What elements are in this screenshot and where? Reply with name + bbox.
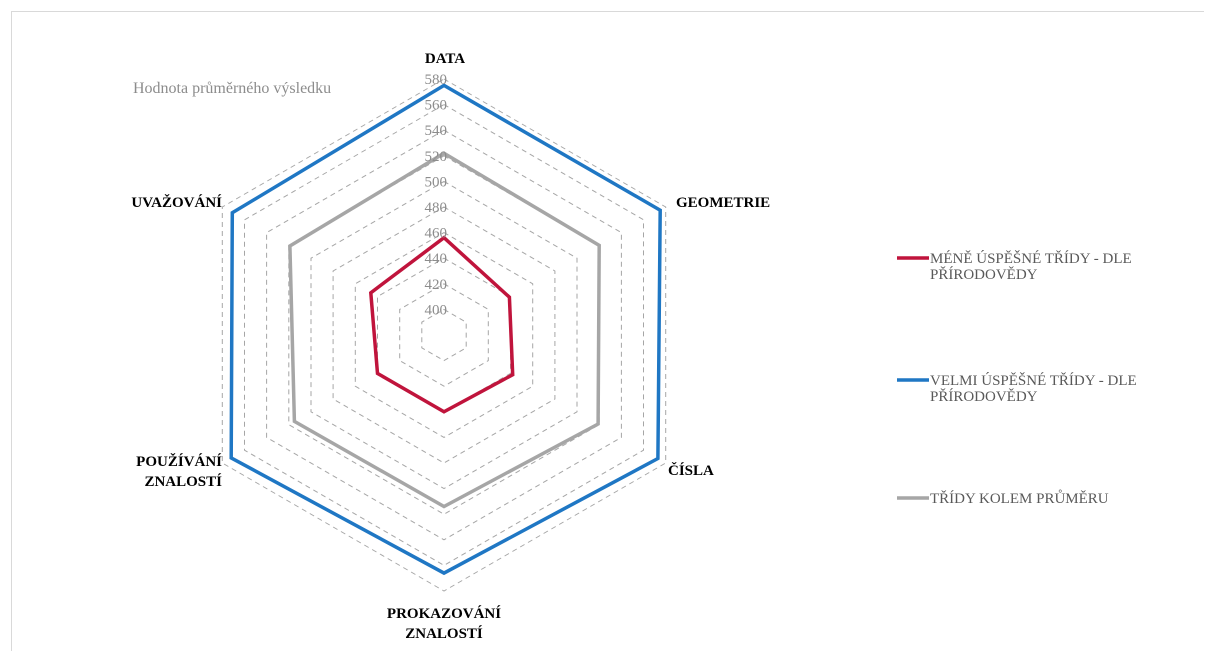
tick-label: 540 xyxy=(425,123,448,139)
tick-label: 400 xyxy=(425,302,448,318)
scale-title: Hodnota průměrného výsledku xyxy=(133,80,331,97)
grid-ring-420 xyxy=(399,283,489,387)
series-layer xyxy=(229,83,662,576)
grid-ring-580 xyxy=(221,78,667,592)
tick-label: 420 xyxy=(425,277,448,293)
legend-label-1: MÉNĚ ÚSPĚŠNÉ TŘÍDY - DLE PŘÍRODOVĚDY xyxy=(930,250,1132,283)
axis-label-prokazovani: PROKAZOVÁNÍ ZNALOSTÍ xyxy=(387,605,501,642)
grid-ring-500 xyxy=(310,180,578,490)
tick-label: 560 xyxy=(425,98,448,114)
grid-ring-400 xyxy=(421,308,467,362)
series-line-3 xyxy=(288,151,601,509)
axis-label-cisla: ČÍSLA xyxy=(668,462,714,479)
grid-ring-480 xyxy=(332,206,556,464)
legend-label-2: VELMI ÚSPĚŠNÉ TŘÍDY - DLE PŘÍRODOVĚDY xyxy=(930,372,1137,405)
tick-label: 460 xyxy=(425,226,448,242)
axis-label-pouzivani: POUŽÍVÁNÍ ZNALOSTÍ xyxy=(136,453,222,490)
tick-label: 580 xyxy=(425,72,448,88)
legend: MÉNĚ ÚSPĚŠNÉ TŘÍDY - DLE PŘÍRODOVĚDY VELMI… xyxy=(897,250,1137,507)
chart-frame xyxy=(11,11,1204,651)
grid-ring-460 xyxy=(354,232,534,438)
axis-label-uvazovani: UVAŽOVÁNÍ xyxy=(131,194,222,211)
series-line-2 xyxy=(229,83,662,576)
series-line-1 xyxy=(368,235,515,414)
tick-label: 480 xyxy=(425,200,448,216)
tick-label: 500 xyxy=(425,174,448,190)
axis-label-data: DATA xyxy=(425,51,465,67)
tick-labels: 400 420 440 460 480 500 520 540 560 580 xyxy=(425,72,448,318)
legend-label-3: TŘÍDY KOLEM PRŮMĚRU xyxy=(930,489,1109,507)
grid-ring-540 xyxy=(266,129,622,541)
tick-label: 440 xyxy=(425,251,448,267)
axis-label-geometrie: GEOMETRIE xyxy=(676,195,770,211)
tick-label: 520 xyxy=(425,149,448,165)
axis-labels: DATA GEOMETRIE ČÍSLA PROKAZOVÁNÍ ZNALOSTÍ POU… xyxy=(131,51,770,642)
